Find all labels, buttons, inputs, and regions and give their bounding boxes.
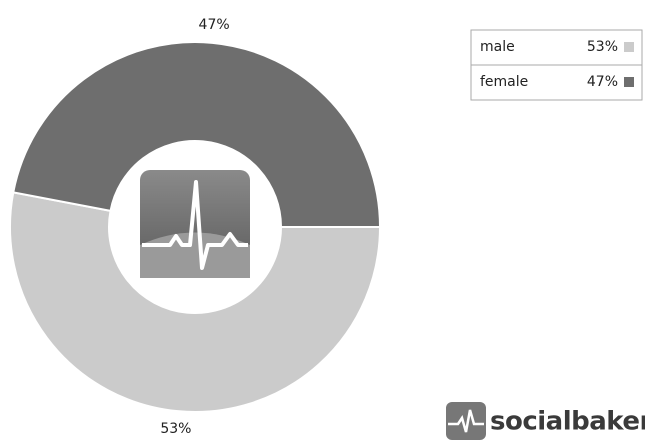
slice bbox=[9, 191, 382, 413]
center-icon bbox=[140, 170, 250, 278]
brand-name: socialbakers bbox=[490, 407, 645, 437]
legend-swatch bbox=[624, 42, 634, 52]
donut bbox=[9, 41, 382, 413]
slice bbox=[12, 41, 382, 228]
slice-label: 53% bbox=[160, 421, 191, 437]
brand-logo: socialbakers bbox=[446, 402, 645, 440]
legend-label: female bbox=[480, 74, 528, 90]
legend-value: 53% bbox=[587, 39, 618, 55]
legend bbox=[470, 29, 643, 101]
legend-label: male bbox=[480, 39, 515, 55]
legend-value: 47% bbox=[587, 74, 618, 90]
legend-swatch bbox=[624, 77, 634, 87]
slice-label: 47% bbox=[199, 17, 230, 33]
